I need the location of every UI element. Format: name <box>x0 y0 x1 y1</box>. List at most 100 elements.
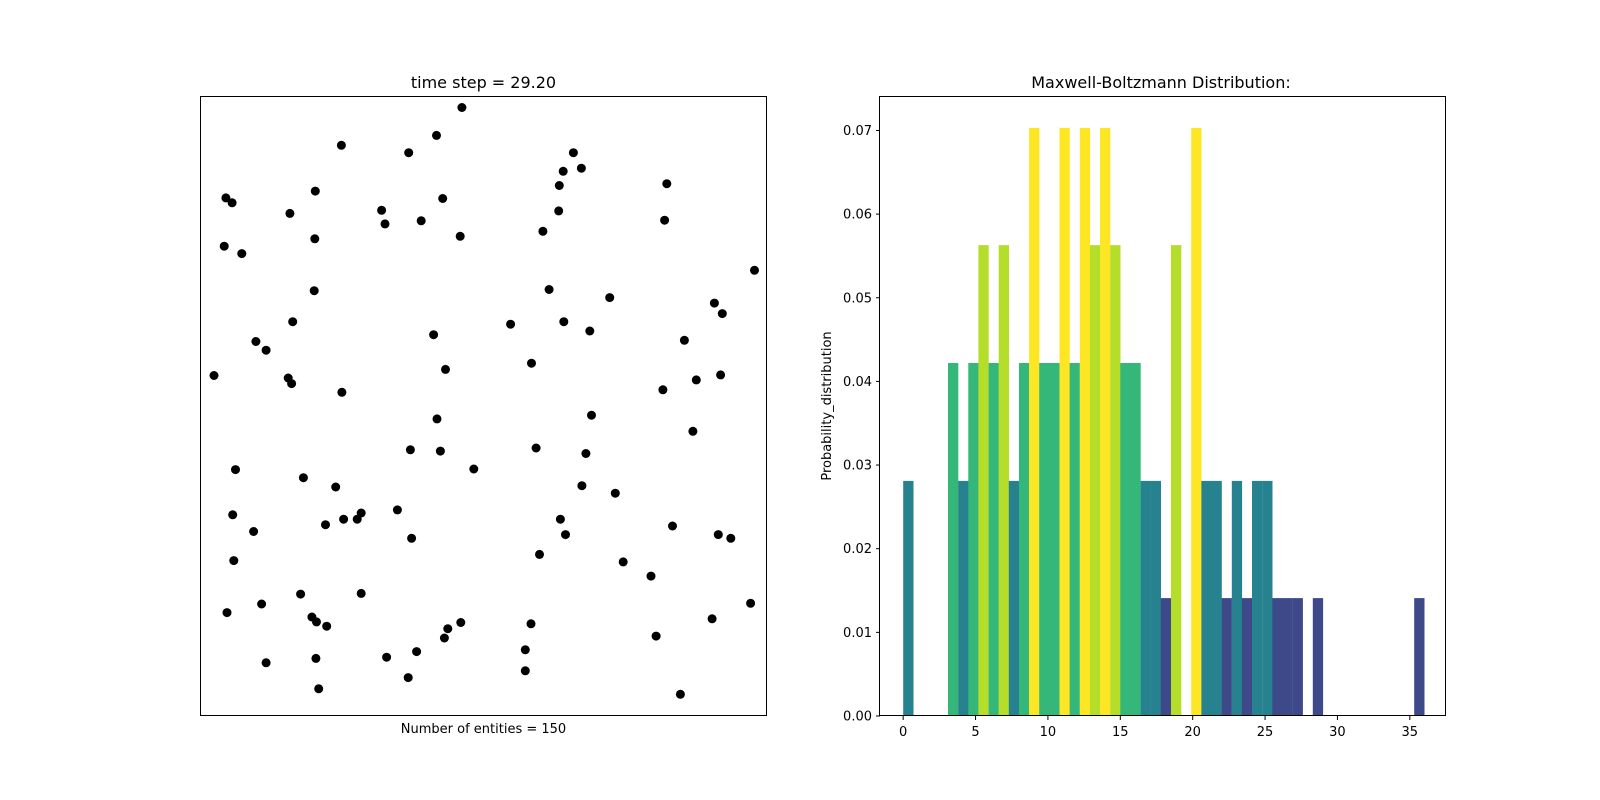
scatter-point <box>404 148 414 158</box>
scatter-point <box>310 186 320 196</box>
histogram-bar <box>1008 480 1020 716</box>
scatter-point <box>403 673 413 683</box>
histogram-bar <box>903 480 914 716</box>
scatter-point <box>228 510 238 520</box>
histogram-bar <box>948 363 959 716</box>
histogram-bar <box>1130 363 1141 716</box>
scatter-point <box>651 631 661 641</box>
scatter-point <box>679 335 689 345</box>
scatter-point <box>432 414 442 424</box>
scatter-point <box>668 521 677 531</box>
scatter-point <box>312 617 321 627</box>
scatter-point <box>506 319 516 329</box>
scatter-point <box>288 317 298 327</box>
histogram-bar <box>1089 245 1101 716</box>
scatter-point <box>587 410 596 420</box>
x-tick-label: 10 <box>1040 725 1057 740</box>
histogram-bar <box>1039 363 1050 716</box>
scatter-point <box>535 549 544 559</box>
scatter-point <box>310 234 320 244</box>
histogram-bar <box>958 480 969 716</box>
histogram-bar <box>988 363 999 716</box>
scatter-point <box>585 326 595 336</box>
scatter-point <box>750 265 759 275</box>
scatter-point <box>336 140 346 150</box>
scatter-point <box>439 633 449 643</box>
y-tick-label: 0.05 <box>843 291 872 306</box>
scatter-point <box>527 358 536 368</box>
scatter-point <box>251 337 261 346</box>
scatter-point <box>707 614 717 624</box>
scatter-point <box>231 465 240 475</box>
histogram-bar <box>1231 480 1243 716</box>
scatter-point <box>568 148 578 158</box>
histogram-bar <box>1221 598 1232 716</box>
scatter-xlabel: Number of entities = 150 <box>401 722 566 737</box>
histogram-bar <box>1069 363 1080 716</box>
x-tick-label: 0 <box>899 725 907 740</box>
scatter-point <box>576 163 586 173</box>
scatter-point <box>457 103 467 112</box>
histogram-bar <box>1079 127 1091 716</box>
histogram-bar <box>1140 480 1151 716</box>
scatter-point <box>526 619 536 629</box>
histogram-panel: Maxwell-Boltzmann Distribution: 0 5 10 15 20… <box>820 73 1446 740</box>
scatter-point <box>443 624 453 634</box>
scatter-point <box>544 285 554 294</box>
x-tick-label: 35 <box>1402 725 1419 740</box>
histogram-bar <box>1150 480 1161 716</box>
histogram-bar <box>1312 598 1324 716</box>
scatter-point <box>435 446 445 456</box>
histogram-bar <box>998 245 1009 716</box>
x-tick-label: 5 <box>971 725 979 740</box>
scatter-point <box>339 514 349 524</box>
scatter-point <box>296 589 306 599</box>
scatter-point <box>531 443 541 453</box>
scatter-point <box>709 298 719 308</box>
scatter-point <box>520 666 530 676</box>
scatter-point <box>257 599 267 609</box>
x-tick-label: 20 <box>1184 725 1201 740</box>
scatter-point <box>726 533 736 543</box>
scatter-point <box>605 293 615 303</box>
scatter-point <box>287 379 297 389</box>
y-tick-label: 0.02 <box>843 542 872 557</box>
scatter-point <box>249 527 259 536</box>
scatter-point <box>610 488 620 498</box>
scatter-point <box>455 231 465 241</box>
histogram-bar <box>1252 480 1263 716</box>
scatter-point <box>321 520 330 530</box>
scatter-point <box>581 449 591 458</box>
scatter-points <box>209 103 759 699</box>
histogram-bar <box>1029 127 1040 716</box>
scatter-point <box>222 608 232 618</box>
x-tick-label: 15 <box>1112 725 1129 740</box>
scatter-point <box>441 364 450 374</box>
scatter-point <box>412 647 422 657</box>
histogram-bars <box>903 127 1425 716</box>
scatter-panel: time step = 29.20 Number of entities = 1… <box>200 73 767 737</box>
histogram-title: Maxwell-Boltzmann Distribution: <box>1031 73 1290 92</box>
histogram-y-ticks: 0.00 0.01 0.02 0.03 0.04 0.05 0.06 0.07 <box>843 124 880 725</box>
histogram-bar <box>1059 127 1070 716</box>
scatter-point <box>561 530 570 540</box>
histogram-bar <box>1211 480 1222 716</box>
scatter-point <box>314 684 324 694</box>
scatter-point <box>261 658 271 668</box>
histogram-bar <box>1262 480 1273 716</box>
histogram-bar <box>968 363 979 716</box>
scatter-point <box>675 689 685 699</box>
histogram-bar <box>1019 363 1030 716</box>
scatter-point <box>713 530 723 540</box>
scatter-point <box>662 179 672 189</box>
scatter-point <box>309 286 319 296</box>
scatter-axes-frame <box>200 96 767 716</box>
histogram-bar <box>1241 598 1253 716</box>
scatter-point <box>380 219 390 229</box>
scatter-point <box>646 571 656 581</box>
histogram-ylabel: Probability_distribution <box>820 331 835 480</box>
histogram-bar <box>1292 598 1303 716</box>
histogram-bar <box>1201 480 1212 716</box>
scatter-point <box>432 130 441 140</box>
scatter-point <box>229 556 239 566</box>
